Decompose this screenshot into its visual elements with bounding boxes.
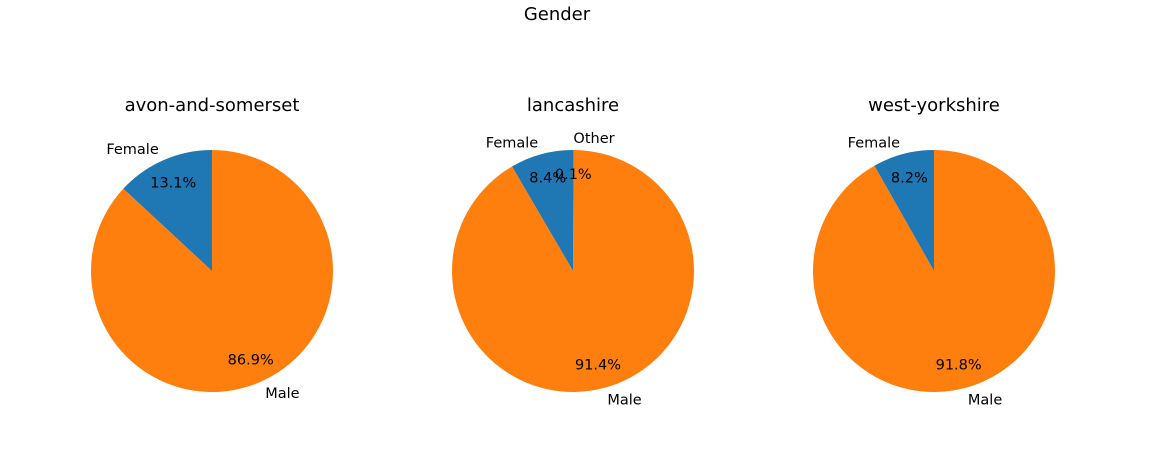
slice-label-lancashire-female: Female: [486, 136, 539, 152]
percent-label-west-yorkshire-female: 8.2%: [891, 170, 928, 186]
pie-slice-avon-and-somerset-male: [91, 150, 334, 392]
chart-title-west-yorkshire: west-yorkshire: [868, 95, 1000, 116]
slice-label-avon-and-somerset-female: Female: [106, 142, 159, 158]
chart-title-avon-and-somerset: avon-and-somerset: [125, 95, 300, 116]
pie-chart-avon-and-somerset: avon-and-somerset Female 13.1% Male 86.9%: [91, 95, 334, 402]
pie-slice-west-yorkshire-male: [812, 150, 1055, 393]
percent-label-west-yorkshire-male: 91.8%: [936, 358, 982, 374]
slice-label-lancashire-other: Other: [573, 131, 614, 147]
percent-label-lancashire-male: 91.4%: [575, 358, 621, 374]
pie-chart-west-yorkshire: west-yorkshire Female 8.2% Male 91.8%: [812, 95, 1055, 409]
pie-chart-lancashire: lancashire Female 8.4% Male 91.4% Other 0.1%: [451, 95, 694, 409]
figure-suptitle: Gender: [524, 4, 591, 25]
chart-title-lancashire: lancashire: [527, 95, 619, 116]
pie-slice-avon-and-somerset-female: [123, 150, 212, 271]
slice-label-lancashire-male: Male: [607, 393, 641, 409]
pie-slice-west-yorkshire-female: [874, 150, 934, 271]
percent-label-avon-and-somerset-female: 13.1%: [150, 175, 196, 191]
percent-label-lancashire-other: 0.1%: [555, 167, 592, 183]
slice-label-west-yorkshire-male: Male: [968, 393, 1002, 409]
slice-label-west-yorkshire-female: Female: [848, 135, 901, 151]
pie-slice-lancashire-other: [573, 150, 574, 271]
percent-label-lancashire-female: 8.4%: [529, 171, 566, 187]
percent-label-avon-and-somerset-male: 86.9%: [228, 353, 274, 369]
pie-slice-lancashire-male: [451, 150, 694, 392]
pie-slice-lancashire-female: [512, 150, 573, 271]
slice-label-avon-and-somerset-male: Male: [265, 386, 299, 402]
